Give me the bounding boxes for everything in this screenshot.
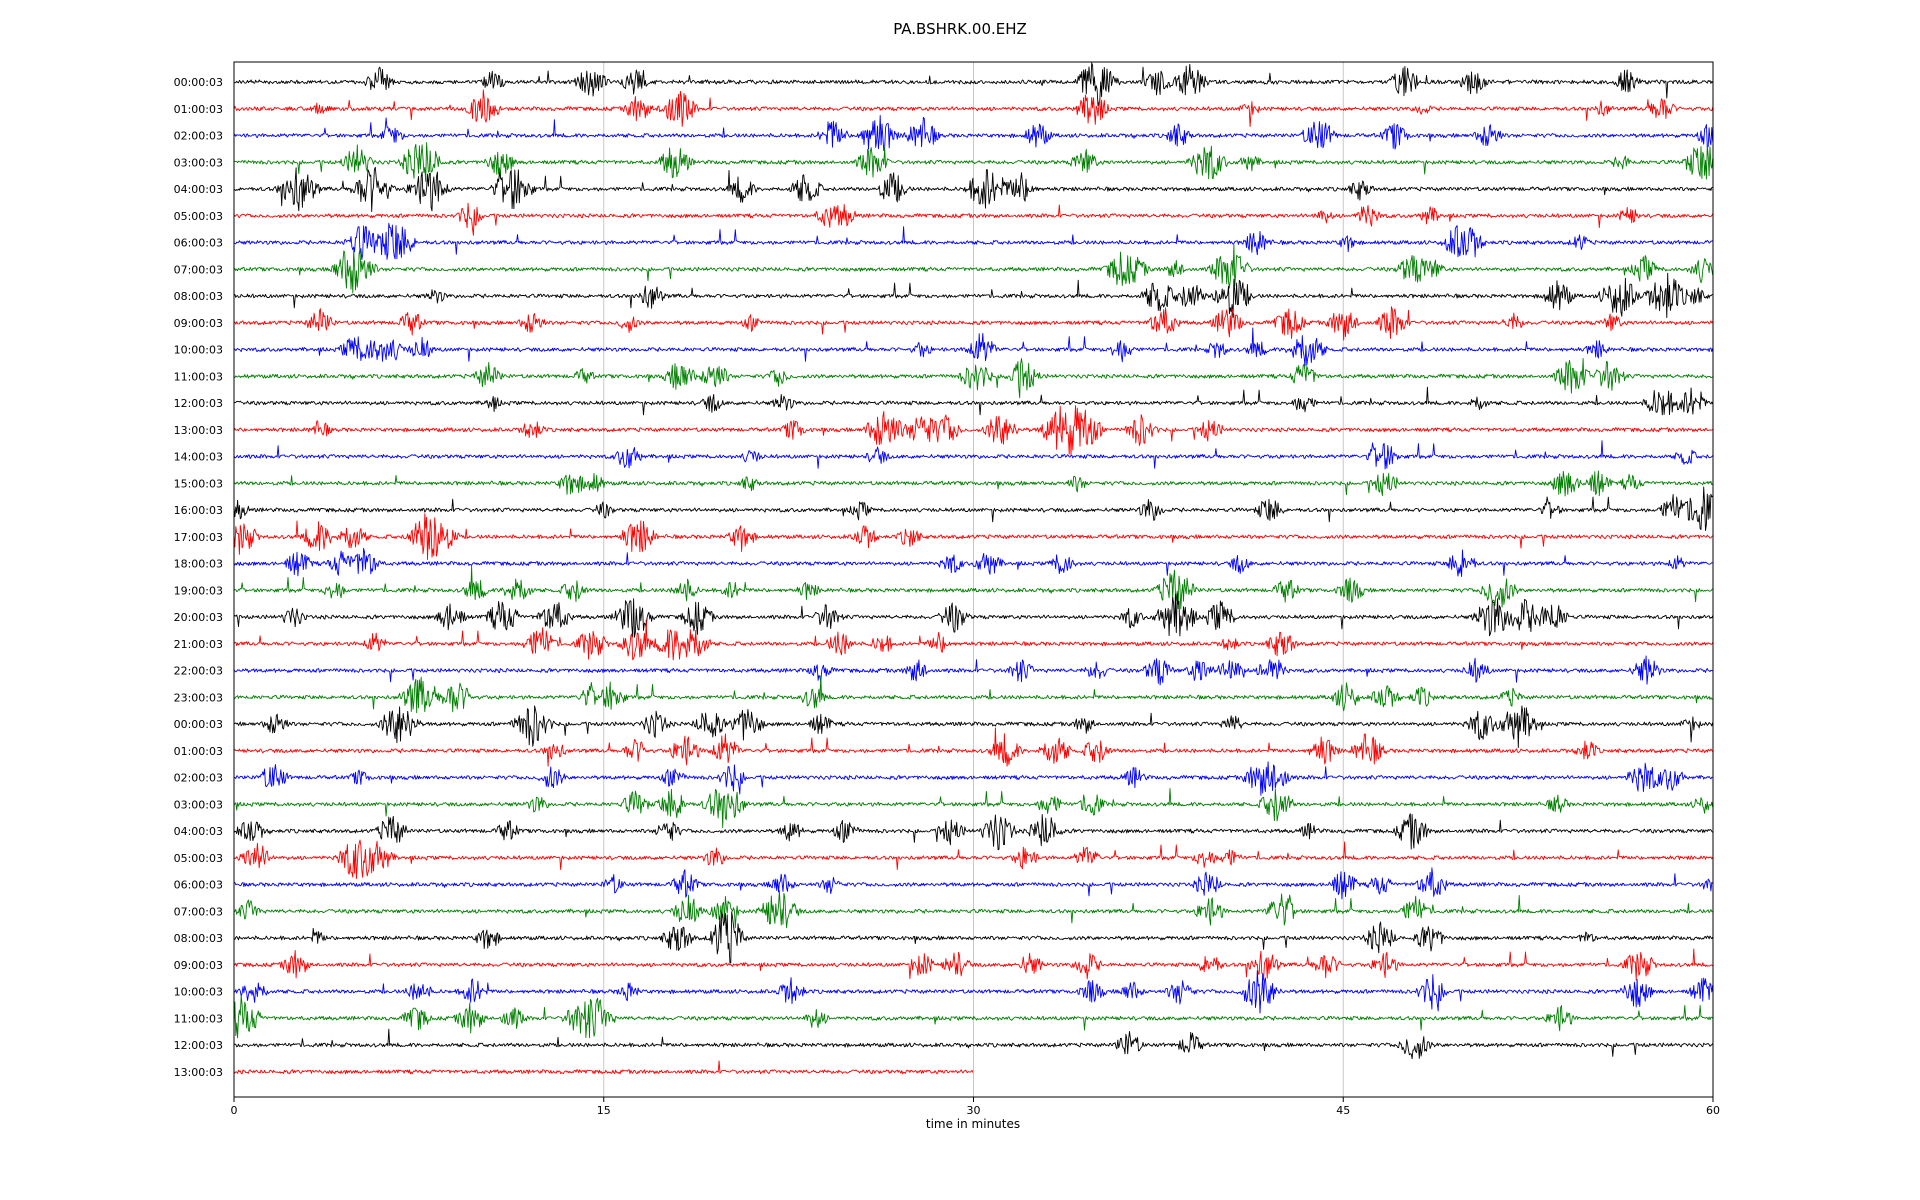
trace-line xyxy=(233,705,1714,748)
row-time-label: 00:00:03 xyxy=(174,718,223,731)
trace-line xyxy=(233,142,1714,182)
row-time-label: 06:00:03 xyxy=(174,237,223,250)
trace-line xyxy=(233,565,1713,610)
x-tick-label: 60 xyxy=(1706,1104,1720,1117)
row-time-label: 05:00:03 xyxy=(174,852,223,865)
row-time-label: 18:00:03 xyxy=(174,558,223,571)
trace-line xyxy=(233,592,1714,638)
vertical-grid xyxy=(603,62,1344,1097)
x-tick-label: 45 xyxy=(1336,1104,1350,1117)
trace-line xyxy=(233,327,1714,367)
trace-line xyxy=(233,405,1713,456)
trace-line xyxy=(233,675,1713,714)
row-label-group: 00:00:03 01:00:03 02:00:03 03:00:03 04:00:03… xyxy=(174,76,223,1079)
trace-line xyxy=(233,813,1714,851)
row-time-label: 11:00:03 xyxy=(174,370,223,383)
trace-group xyxy=(233,62,1714,1075)
row-time-label: 07:00:03 xyxy=(174,263,223,276)
x-axis-label: time in minutes xyxy=(926,1117,1020,1131)
row-time-label: 04:00:03 xyxy=(174,183,223,196)
trace-line xyxy=(233,166,1713,212)
row-time-label: 10:00:03 xyxy=(174,986,223,999)
row-time-label: 02:00:03 xyxy=(174,772,223,785)
trace-line xyxy=(233,244,1714,294)
row-time-label: 13:00:03 xyxy=(174,424,223,437)
row-time-label: 13:00:03 xyxy=(174,1066,223,1079)
trace-line xyxy=(233,911,1714,964)
trace-line xyxy=(233,470,1714,497)
row-time-label: 20:00:03 xyxy=(174,611,223,624)
trace-line xyxy=(233,655,1713,686)
trace-line xyxy=(233,440,1714,470)
trace-line xyxy=(234,386,1714,416)
row-time-label: 14:00:03 xyxy=(174,451,223,464)
row-time-label: 01:00:03 xyxy=(174,745,223,758)
trace-line xyxy=(233,1028,1714,1060)
row-time-label: 01:00:03 xyxy=(174,103,223,116)
trace-line xyxy=(233,89,1714,128)
trace-line xyxy=(233,787,1714,828)
row-time-label: 03:00:03 xyxy=(174,798,223,811)
x-tick-label: 15 xyxy=(597,1104,611,1117)
x-axis-ticks: 0 15 30 45 60 xyxy=(231,1097,1720,1117)
row-time-label: 19:00:03 xyxy=(174,584,223,597)
row-time-label: 16:00:03 xyxy=(174,504,223,517)
row-time-label: 05:00:03 xyxy=(174,210,223,223)
trace-line xyxy=(233,202,1714,236)
trace-line xyxy=(233,948,1713,981)
trace-line xyxy=(233,867,1713,900)
row-time-label: 12:00:03 xyxy=(174,1039,223,1052)
row-time-label: 04:00:03 xyxy=(174,825,223,838)
row-time-label: 15:00:03 xyxy=(174,477,223,490)
row-time-label: 07:00:03 xyxy=(174,905,223,918)
trace-line xyxy=(233,994,1714,1039)
trace-line xyxy=(233,115,1714,152)
trace-line xyxy=(233,839,1714,880)
row-time-label: 12:00:03 xyxy=(174,397,223,410)
row-time-label: 11:00:03 xyxy=(174,1012,223,1025)
trace-line xyxy=(233,222,1713,261)
row-time-label: 10:00:03 xyxy=(174,344,223,357)
trace-line xyxy=(233,1060,974,1075)
row-time-label: 02:00:03 xyxy=(174,130,223,143)
trace-line xyxy=(233,727,1714,767)
trace-line xyxy=(233,306,1714,341)
row-time-label: 09:00:03 xyxy=(174,959,223,972)
trace-line xyxy=(233,486,1714,531)
trace-line xyxy=(233,513,1713,560)
x-tick-label: 0 xyxy=(231,1104,238,1117)
row-time-label: 08:00:03 xyxy=(174,290,223,303)
row-time-label: 03:00:03 xyxy=(174,156,223,169)
trace-line xyxy=(233,272,1713,318)
trace-line xyxy=(233,970,1714,1014)
trace-line xyxy=(233,62,1714,107)
row-time-label: 17:00:03 xyxy=(174,531,223,544)
chart-title: PA.BSHRK.00.EHZ xyxy=(893,20,1027,38)
trace-line xyxy=(234,761,1713,796)
row-time-label: 09:00:03 xyxy=(174,317,223,330)
trace-line xyxy=(233,357,1713,399)
row-time-label: 23:00:03 xyxy=(174,691,223,704)
row-time-label: 22:00:03 xyxy=(174,665,223,678)
row-time-label: 00:00:03 xyxy=(174,76,223,89)
row-time-label: 06:00:03 xyxy=(174,879,223,892)
row-time-label: 21:00:03 xyxy=(174,638,223,651)
trace-line xyxy=(233,890,1713,929)
trace-line xyxy=(233,619,1714,661)
trace-line xyxy=(233,547,1713,578)
row-time-label: 08:00:03 xyxy=(174,932,223,945)
x-tick-label: 30 xyxy=(967,1104,981,1117)
